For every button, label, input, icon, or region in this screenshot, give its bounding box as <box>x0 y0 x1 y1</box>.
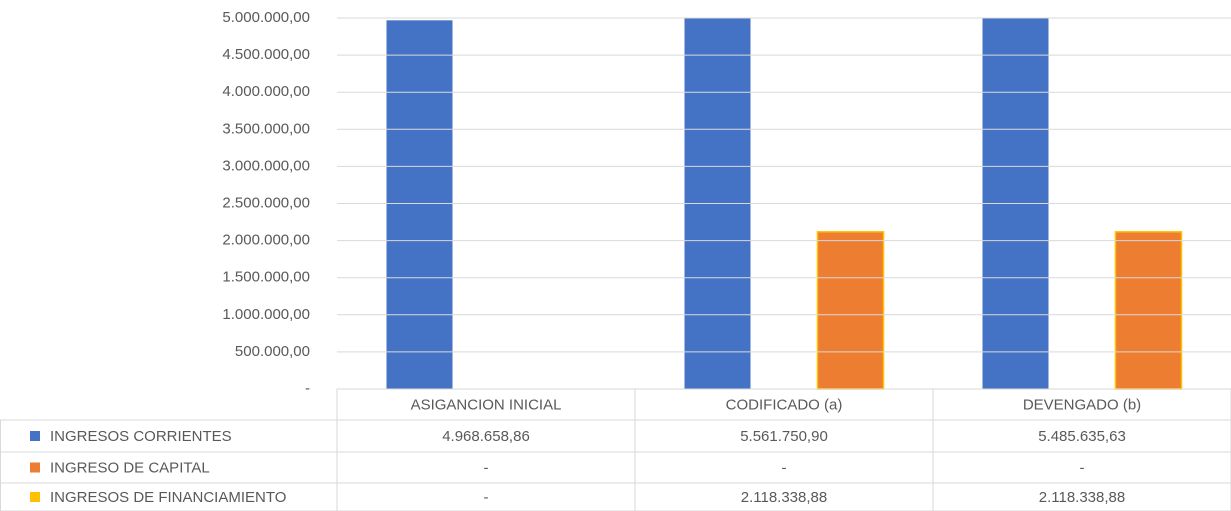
value-label: 5.485.635,63 <box>1038 428 1126 445</box>
y-tick-label: 4.000.000,00 <box>222 83 310 100</box>
category-label: CODIFICADO (a) <box>726 396 843 413</box>
bar <box>982 18 1049 390</box>
y-tick-label: 3.500.000,00 <box>222 120 310 137</box>
value-label: 2.118.338,88 <box>1039 489 1125 506</box>
y-tick-label: 2.000.000,00 <box>222 232 310 249</box>
bar <box>684 18 751 389</box>
plot-area <box>386 18 1183 390</box>
table-cell <box>932 482 1231 511</box>
y-tick-label: 3.000.000,00 <box>222 157 310 174</box>
bar <box>1114 231 1183 390</box>
value-label: - <box>1080 459 1085 476</box>
y-tick-label: 4.500.000,00 <box>222 46 310 63</box>
legend-marker <box>30 462 40 473</box>
legend-label: INGRESO DE CAPITAL <box>50 459 210 476</box>
y-tick-label: - <box>305 380 310 397</box>
value-label: 4.968.658,86 <box>442 428 530 445</box>
bar <box>816 231 885 390</box>
value-label: - <box>782 459 787 476</box>
value-label: 2.118.338,88 <box>741 489 827 506</box>
y-tick-label: 5.000.000,00 <box>222 9 310 26</box>
legend-marker <box>30 431 40 441</box>
y-tick-label: 500.000,00 <box>235 343 310 360</box>
legend-label: INGRESOS DE FINANCIAMIENTO <box>50 489 286 506</box>
y-tick-label: 2.500.000,00 <box>222 194 310 211</box>
value-label: 5.561.750,90 <box>740 428 828 445</box>
category-label: DEVENGADO (b) <box>1023 396 1141 413</box>
value-label: - <box>484 459 489 476</box>
y-tick-label: 1.500.000,00 <box>222 269 310 286</box>
value-label: - <box>484 489 489 506</box>
legend-label: INGRESOS CORRIENTES <box>50 428 232 445</box>
bar <box>386 20 453 390</box>
category-label: ASIGANCION INICIAL <box>411 396 562 413</box>
legend-marker <box>30 492 40 502</box>
y-tick-label: 1.000.000,00 <box>222 306 310 323</box>
